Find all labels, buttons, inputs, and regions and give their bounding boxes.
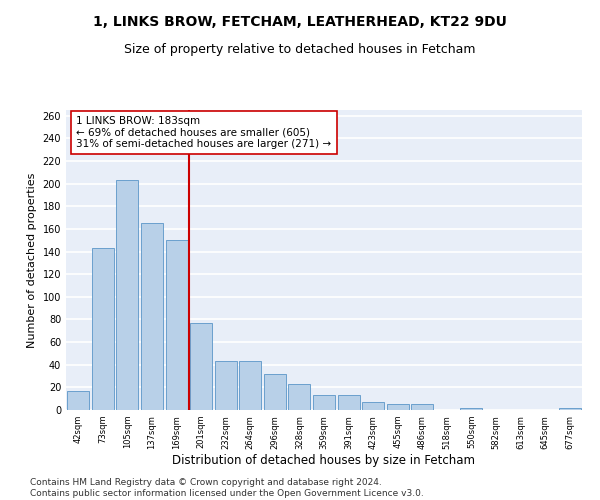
- Text: 1 LINKS BROW: 183sqm
← 69% of detached houses are smaller (605)
31% of semi-deta: 1 LINKS BROW: 183sqm ← 69% of detached h…: [76, 116, 331, 149]
- Bar: [116, 180, 139, 410]
- Bar: [362, 402, 384, 410]
- Bar: [289, 384, 310, 410]
- Bar: [190, 323, 212, 410]
- Bar: [411, 404, 433, 410]
- Bar: [559, 408, 581, 410]
- Bar: [264, 374, 286, 410]
- Bar: [239, 362, 262, 410]
- Bar: [92, 248, 114, 410]
- Bar: [166, 240, 188, 410]
- Bar: [338, 396, 359, 410]
- Bar: [386, 404, 409, 410]
- Text: Contains HM Land Registry data © Crown copyright and database right 2024.
Contai: Contains HM Land Registry data © Crown c…: [30, 478, 424, 498]
- Bar: [460, 408, 482, 410]
- Bar: [67, 391, 89, 410]
- Bar: [313, 396, 335, 410]
- Y-axis label: Number of detached properties: Number of detached properties: [27, 172, 37, 348]
- X-axis label: Distribution of detached houses by size in Fetcham: Distribution of detached houses by size …: [173, 454, 476, 468]
- Bar: [141, 223, 163, 410]
- Text: 1, LINKS BROW, FETCHAM, LEATHERHEAD, KT22 9DU: 1, LINKS BROW, FETCHAM, LEATHERHEAD, KT2…: [93, 15, 507, 29]
- Bar: [215, 362, 237, 410]
- Text: Size of property relative to detached houses in Fetcham: Size of property relative to detached ho…: [124, 42, 476, 56]
